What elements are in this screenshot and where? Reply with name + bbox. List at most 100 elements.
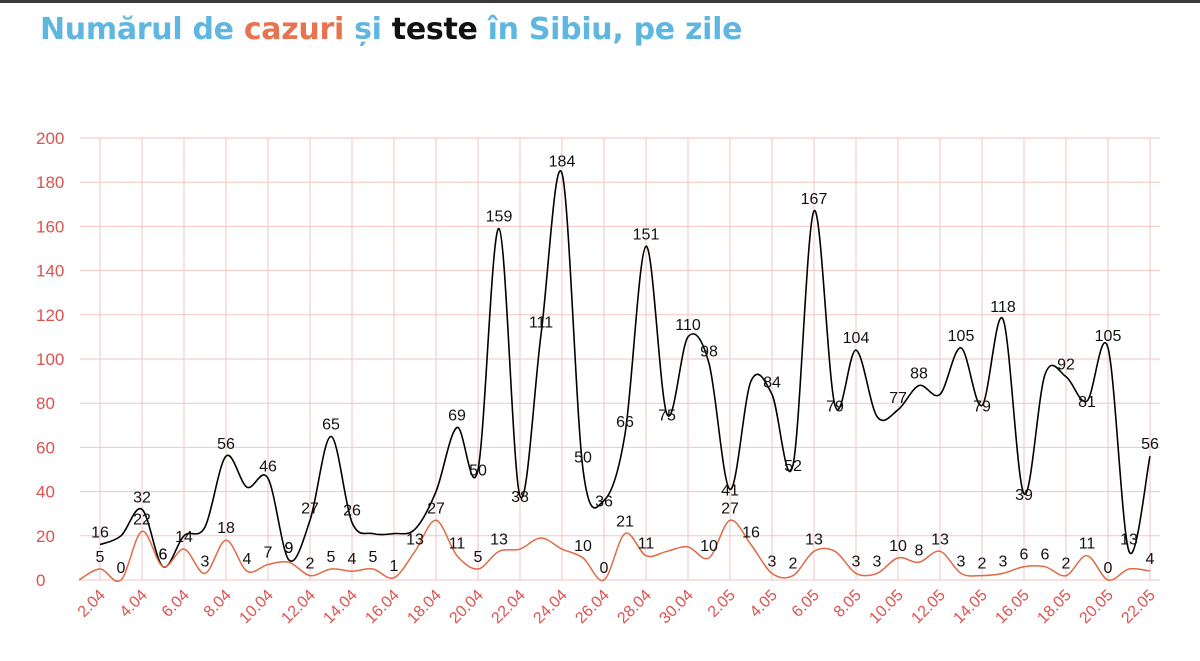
cases-data-label: 3 [999, 553, 1008, 570]
cases-data-label: 3 [768, 553, 777, 570]
x-tick-label: 10.05 [866, 587, 906, 627]
x-tick-label: 18.04 [404, 587, 444, 627]
tests-data-label: 50 [469, 463, 487, 480]
tests-data-label: 81 [1078, 394, 1096, 411]
grid [80, 137, 1160, 581]
cases-data-label: 3 [873, 553, 882, 570]
x-tick-label: 26.04 [572, 587, 612, 627]
tests-data-label: 56 [1141, 436, 1159, 453]
y-tick-label: 160 [36, 217, 64, 236]
tests-data-label: 26 [343, 503, 361, 520]
cases-data-label: 11 [449, 536, 466, 553]
x-tick-label: 20.05 [1076, 587, 1116, 627]
x-tick-label: 6.04 [159, 587, 193, 621]
tests-data-label: 184 [549, 153, 576, 170]
x-tick-label: 16.05 [992, 587, 1032, 627]
tests-data-label: 118 [990, 299, 1016, 316]
tests-data-label: 52 [784, 458, 802, 475]
x-tick-label: 10.04 [236, 587, 276, 627]
tests-data-label: 105 [1095, 328, 1122, 345]
tests-data-label: 167 [801, 191, 828, 208]
cases-data-label: 21 [616, 514, 634, 531]
title-part-5: în Sibiu, pe zile [477, 12, 743, 47]
y-tick-label: 60 [36, 438, 55, 457]
x-tick-label: 24.04 [530, 587, 570, 627]
cases-data-label: 13 [931, 531, 949, 548]
tests-data-label: 16 [91, 525, 109, 542]
tests-data-label: 41 [721, 482, 739, 499]
tests-data-label: 69 [448, 408, 466, 425]
tests-data-label: 75 [658, 407, 676, 424]
y-tick-label: 200 [36, 129, 64, 148]
x-tick-label: 14.04 [320, 587, 360, 627]
cases-data-label: 10 [889, 538, 907, 555]
tests-data-label: 36 [595, 493, 613, 510]
cases-data-label: 10 [574, 538, 592, 555]
x-tick-label: 18.05 [1034, 587, 1074, 627]
tests-line [99, 170, 1151, 568]
series-lines [78, 170, 1151, 583]
x-tick-label: 12.05 [908, 587, 948, 627]
cases-data-label: 3 [957, 553, 966, 570]
y-tick-label: 0 [36, 571, 45, 590]
x-tick-label: 22.05 [1118, 587, 1158, 627]
tests-data-label: 6 [159, 547, 168, 564]
tests-data-label: 13 [1120, 531, 1138, 548]
x-tick-label: 8.05 [831, 587, 865, 621]
x-tick-label: 4.05 [747, 587, 781, 621]
tests-data-label: 38 [511, 489, 529, 506]
cases-data-label: 4 [348, 551, 357, 568]
cases-data-label: 14 [175, 529, 193, 546]
cases-data-label: 18 [217, 520, 235, 537]
cases-data-label: 2 [306, 556, 315, 573]
tests-data-label: 84 [763, 374, 781, 391]
tests-data-label: 66 [616, 414, 634, 431]
tests-data-label: 9 [285, 540, 294, 557]
chart-title: Numărul de cazuri și teste în Sibiu, pe … [40, 12, 742, 47]
cases-data-label: 1 [390, 558, 399, 575]
tests-data-label: 77 [889, 390, 907, 407]
y-tick-label: 20 [36, 527, 55, 546]
tests-data-label: 88 [910, 366, 928, 383]
tests-data-label: 56 [217, 436, 235, 453]
cases-data-label: 9 [285, 540, 294, 557]
cases-data-label: 6 [1020, 547, 1029, 564]
tests-data-label: 50 [574, 450, 592, 467]
cases-data-label: 16 [742, 525, 760, 542]
cases-data-label: 2 [1062, 556, 1071, 573]
cases-data-label: 3 [852, 553, 861, 570]
cases-data-label: 6 [159, 547, 168, 564]
x-tick-label: 14.05 [950, 587, 990, 627]
y-tick-label: 120 [36, 306, 64, 325]
title-part-3: și [343, 12, 392, 47]
title-part-1: Numărul de [40, 12, 244, 47]
x-tick-label: 8.04 [201, 587, 235, 621]
tests-data-label: 105 [948, 328, 975, 345]
cases-data-label: 11 [638, 536, 655, 553]
tests-data-label: 79 [973, 398, 991, 415]
x-tick-label: 30.04 [656, 587, 696, 627]
tests-data-label: 92 [1057, 357, 1075, 374]
cases-data-label: 6 [1041, 547, 1050, 564]
tests-data-label: 110 [675, 317, 701, 334]
cases-data-label: 0 [1104, 560, 1113, 577]
cases-data-label: 13 [805, 531, 823, 548]
tests-data-label: 27 [301, 500, 319, 517]
cases-data-label: 22 [133, 511, 151, 528]
tests-data-label: 104 [843, 330, 870, 347]
cases-data-label: 11 [1079, 536, 1096, 553]
tests-data-label: 39 [1015, 487, 1033, 504]
cases-data-label: 0 [117, 560, 126, 577]
x-tick-label: 2.05 [705, 587, 739, 621]
y-tick-label: 140 [36, 262, 64, 281]
cases-data-label: 3 [201, 553, 210, 570]
x-tick-label: 22.04 [488, 587, 528, 627]
tests-data-label: 32 [133, 489, 151, 506]
cases-data-label: 13 [406, 531, 424, 548]
x-tick-label: 16.04 [362, 587, 402, 627]
cases-data-label: 4 [1146, 551, 1155, 568]
x-tick-label: 6.05 [789, 587, 823, 621]
cases-data-label: 4 [243, 551, 252, 568]
tests-data-label: 98 [700, 343, 718, 360]
y-tick-label: 80 [36, 394, 55, 413]
